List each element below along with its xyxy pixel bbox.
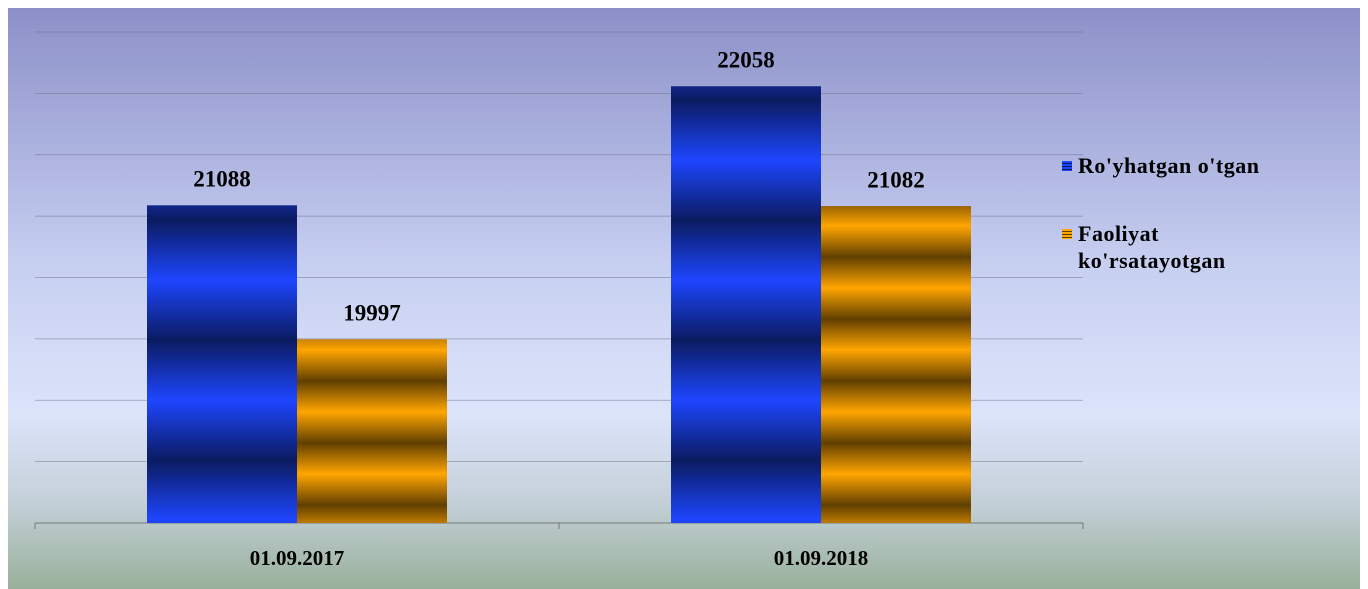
data-label: 22058: [717, 48, 775, 73]
bar: [821, 206, 971, 523]
data-label: 21088: [193, 167, 251, 192]
legend-swatch: [1062, 161, 1072, 171]
legend-item: Faoliyat ko'rsatayotgan: [1062, 220, 1302, 274]
bar: [671, 86, 821, 524]
legend-label: Ro'yhatgan o'tgan: [1078, 153, 1260, 178]
legend-swatch: [1062, 229, 1072, 239]
bar: [297, 339, 447, 523]
bar: [147, 205, 297, 523]
legend-label: Faoliyat ko'rsatayotgan: [1078, 221, 1226, 273]
x-tick-label: 01.09.2017: [250, 546, 345, 570]
x-tick-label: 01.09.2018: [774, 546, 869, 570]
legend-item: Ro'yhatgan o'tgan: [1062, 152, 1302, 179]
data-label: 19997: [343, 301, 401, 326]
data-label: 21082: [867, 167, 925, 192]
